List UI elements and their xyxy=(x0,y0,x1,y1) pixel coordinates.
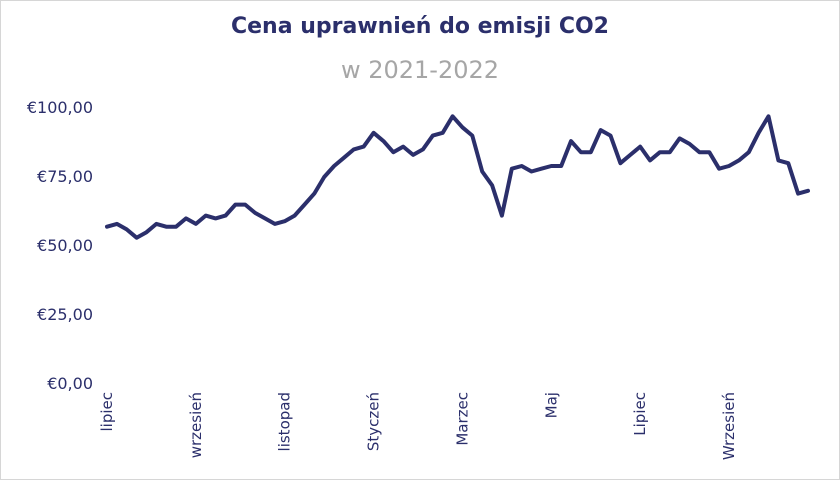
data-point xyxy=(490,183,494,187)
data-point xyxy=(806,189,810,193)
data-point xyxy=(549,164,553,168)
data-point xyxy=(352,147,356,151)
data-point xyxy=(648,158,652,162)
data-point xyxy=(707,150,711,154)
y-tick-label: €0,00 xyxy=(47,374,93,393)
data-point xyxy=(263,216,267,220)
data-point xyxy=(372,131,376,135)
data-point xyxy=(253,211,257,215)
data-point xyxy=(204,214,208,218)
data-point xyxy=(658,150,662,154)
data-point xyxy=(135,236,139,240)
data-point xyxy=(154,222,158,226)
data-point xyxy=(233,203,237,207)
x-tick-label: Styczeń xyxy=(365,392,383,451)
data-point xyxy=(303,203,307,207)
data-point xyxy=(520,164,524,168)
data-point xyxy=(579,150,583,154)
x-tick-label: wrzesień xyxy=(187,392,205,458)
y-tick-label: €50,00 xyxy=(37,236,93,255)
data-point xyxy=(362,145,366,149)
data-point xyxy=(757,131,761,135)
data-point xyxy=(224,214,228,218)
chart-title: Cena uprawnień do emisji CO2 xyxy=(230,14,609,39)
data-point xyxy=(421,147,425,151)
data-point xyxy=(589,150,593,154)
data-point xyxy=(510,167,514,171)
data-point xyxy=(391,150,395,154)
data-point xyxy=(688,142,692,146)
x-tick-label: listopad xyxy=(276,392,294,451)
data-point xyxy=(697,150,701,154)
x-tick-label: Marzec xyxy=(453,392,471,446)
data-point xyxy=(332,164,336,168)
data-point xyxy=(293,214,297,218)
data-point xyxy=(273,222,277,226)
data-point xyxy=(500,214,504,218)
data-point xyxy=(480,170,484,174)
data-point xyxy=(125,227,129,231)
data-point xyxy=(678,136,682,140)
series-line xyxy=(105,114,810,240)
data-point xyxy=(530,170,534,174)
data-point xyxy=(796,192,800,196)
data-point xyxy=(115,222,119,226)
data-point xyxy=(599,128,603,132)
data-point xyxy=(214,216,218,220)
data-point xyxy=(786,161,790,165)
data-point xyxy=(539,167,543,171)
chart-subtitle: w 2021-2022 xyxy=(340,56,500,84)
x-axis: lipiec wrzesień listopad Styczeń Marzec Maj Li… xyxy=(98,392,738,460)
data-point xyxy=(283,219,287,223)
data-point xyxy=(174,225,178,229)
data-point xyxy=(441,131,445,135)
plot-area xyxy=(105,114,810,240)
data-point xyxy=(747,150,751,154)
data-point xyxy=(618,161,622,165)
data-point xyxy=(776,158,780,162)
data-point xyxy=(609,134,613,138)
data-point xyxy=(569,139,573,143)
data-point xyxy=(767,114,771,118)
data-point xyxy=(184,216,188,220)
data-point xyxy=(470,134,474,138)
data-point xyxy=(638,145,642,149)
data-point xyxy=(164,225,168,229)
data-point xyxy=(727,164,731,168)
data-point xyxy=(431,134,435,138)
data-point xyxy=(342,156,346,160)
data-point xyxy=(411,153,415,157)
y-axis: €0,00 €25,00 €50,00 €75,00 €100,00 xyxy=(27,98,93,393)
x-tick-label: Maj xyxy=(542,392,560,418)
data-point xyxy=(451,114,455,118)
data-point xyxy=(194,222,198,226)
x-tick-label: lipiec xyxy=(98,392,116,432)
data-point xyxy=(243,203,247,207)
x-tick-label: Wrzesień xyxy=(720,392,738,460)
data-point xyxy=(312,192,316,196)
y-tick-label: €75,00 xyxy=(37,167,93,186)
y-tick-label: €25,00 xyxy=(37,305,93,324)
x-tick-label: Lipiec xyxy=(631,392,649,436)
data-point xyxy=(401,145,405,149)
data-point xyxy=(145,230,149,234)
data-point xyxy=(559,164,563,168)
data-point xyxy=(105,225,109,229)
data-point xyxy=(717,167,721,171)
data-point xyxy=(382,139,386,143)
data-point xyxy=(668,150,672,154)
data-point xyxy=(460,125,464,129)
data-point xyxy=(737,158,741,162)
y-tick-label: €100,00 xyxy=(27,98,93,117)
data-point xyxy=(322,175,326,179)
data-point xyxy=(628,153,632,157)
